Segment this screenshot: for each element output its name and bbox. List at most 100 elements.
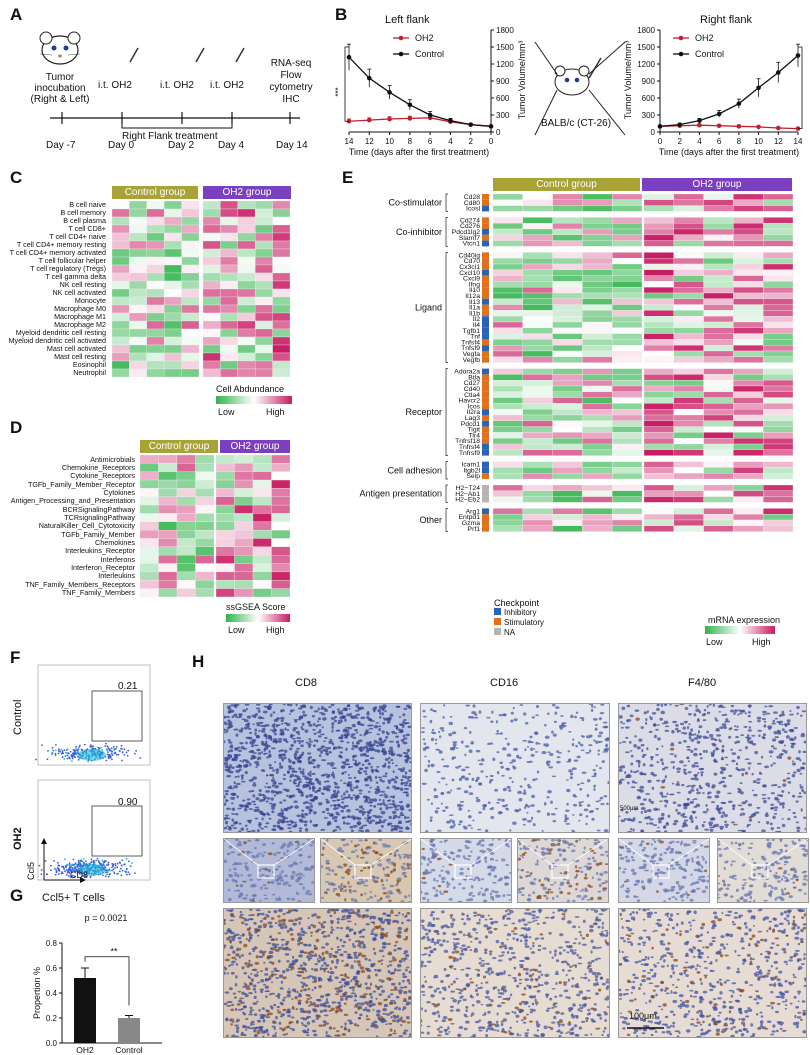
nucleus [800, 734, 806, 738]
flow-event [121, 869, 124, 872]
nucleus [270, 789, 275, 794]
nucleus [399, 805, 405, 809]
nucleus [261, 798, 266, 802]
nucleus [385, 735, 389, 739]
heatmap-cell [522, 205, 553, 212]
nucleus [261, 743, 264, 746]
nucleus [711, 754, 715, 757]
nucleus [664, 729, 670, 732]
nucleus [367, 816, 372, 820]
nucleus [277, 813, 281, 817]
nucleus [358, 761, 361, 765]
nucleus [513, 718, 518, 722]
nucleus [741, 829, 746, 832]
nucleus [241, 718, 247, 721]
heatmap-cell [673, 269, 704, 276]
nucleus [224, 762, 226, 766]
heatmap-cell [552, 380, 583, 387]
nucleus [672, 720, 678, 724]
nucleus [659, 717, 664, 721]
nucleus [686, 757, 690, 760]
heatmap-cell [643, 519, 674, 526]
nucleus [342, 816, 347, 819]
nucleus [747, 762, 752, 765]
nucleus [529, 881, 535, 885]
heatmap-cell [673, 263, 704, 270]
nucleus [785, 735, 790, 739]
nucleus [776, 720, 782, 724]
heatmap-cell [220, 280, 238, 290]
flow-event [61, 872, 64, 875]
nucleus [332, 775, 336, 779]
nucleus [436, 748, 440, 751]
nucleus [641, 865, 647, 870]
flow-event [72, 749, 75, 751]
nucleus [249, 731, 253, 734]
heatmap-cell [522, 508, 553, 515]
nucleus [602, 887, 607, 892]
nucleus [434, 742, 438, 745]
flow-event [53, 860, 55, 862]
nucleus [251, 714, 257, 718]
heatmap-cell [643, 292, 674, 299]
nucleus [595, 740, 599, 744]
nucleus [708, 823, 713, 827]
nucleus [313, 772, 316, 775]
nucleus [630, 786, 636, 789]
nucleus [386, 873, 390, 878]
nucleus [333, 796, 338, 799]
flow-event [125, 870, 127, 873]
nucleus [224, 817, 227, 821]
nucleus [334, 715, 338, 719]
heatmap-cell [272, 352, 291, 362]
nucleus [302, 783, 308, 787]
heatmap-cell [643, 385, 674, 392]
nucleus [692, 798, 695, 801]
nucleus [431, 852, 436, 856]
nucleus [597, 741, 601, 744]
heatmap-cell [272, 336, 291, 346]
nucleus [393, 804, 396, 808]
heatmap-cell [703, 403, 734, 410]
heatmap-cell [252, 588, 272, 597]
nucleus [271, 784, 274, 788]
nucleus [788, 729, 793, 732]
nucleus [555, 895, 559, 898]
nucleus [663, 900, 667, 902]
day-minus7: Day -7 [46, 140, 76, 151]
heatmap-cell [673, 525, 704, 532]
nucleus [365, 749, 370, 753]
nucleus [392, 817, 396, 820]
nucleus [374, 790, 379, 795]
nucleus [551, 896, 555, 900]
nucleus [676, 811, 681, 815]
heatmap-cell [272, 368, 291, 377]
heatmap-cell [643, 356, 674, 363]
heatmap-cell [582, 380, 613, 387]
nucleus [399, 807, 402, 810]
nucleus [586, 862, 592, 865]
nucleus [647, 809, 652, 813]
flow-event [114, 867, 116, 869]
nucleus [707, 875, 709, 878]
nucleus [256, 808, 260, 812]
x-tick-label: 8 [408, 137, 413, 146]
heatmap-cell [195, 513, 215, 522]
nucleus [798, 792, 802, 795]
heatmap-cell [522, 258, 553, 265]
nucleus [399, 723, 405, 727]
nucleus [366, 711, 370, 714]
nucleus [280, 732, 285, 736]
nucleus [380, 790, 386, 793]
nucleus [491, 889, 495, 893]
nucleus [749, 742, 754, 745]
nucleus [634, 709, 640, 712]
nucleus [230, 792, 236, 796]
nucleus [365, 796, 368, 800]
nucleus [286, 770, 290, 774]
heatmap-cell [763, 333, 794, 340]
heatmap-cell [733, 281, 764, 288]
nucleus [341, 765, 346, 768]
nucleus [493, 874, 498, 878]
heatmap-cell [552, 345, 583, 352]
